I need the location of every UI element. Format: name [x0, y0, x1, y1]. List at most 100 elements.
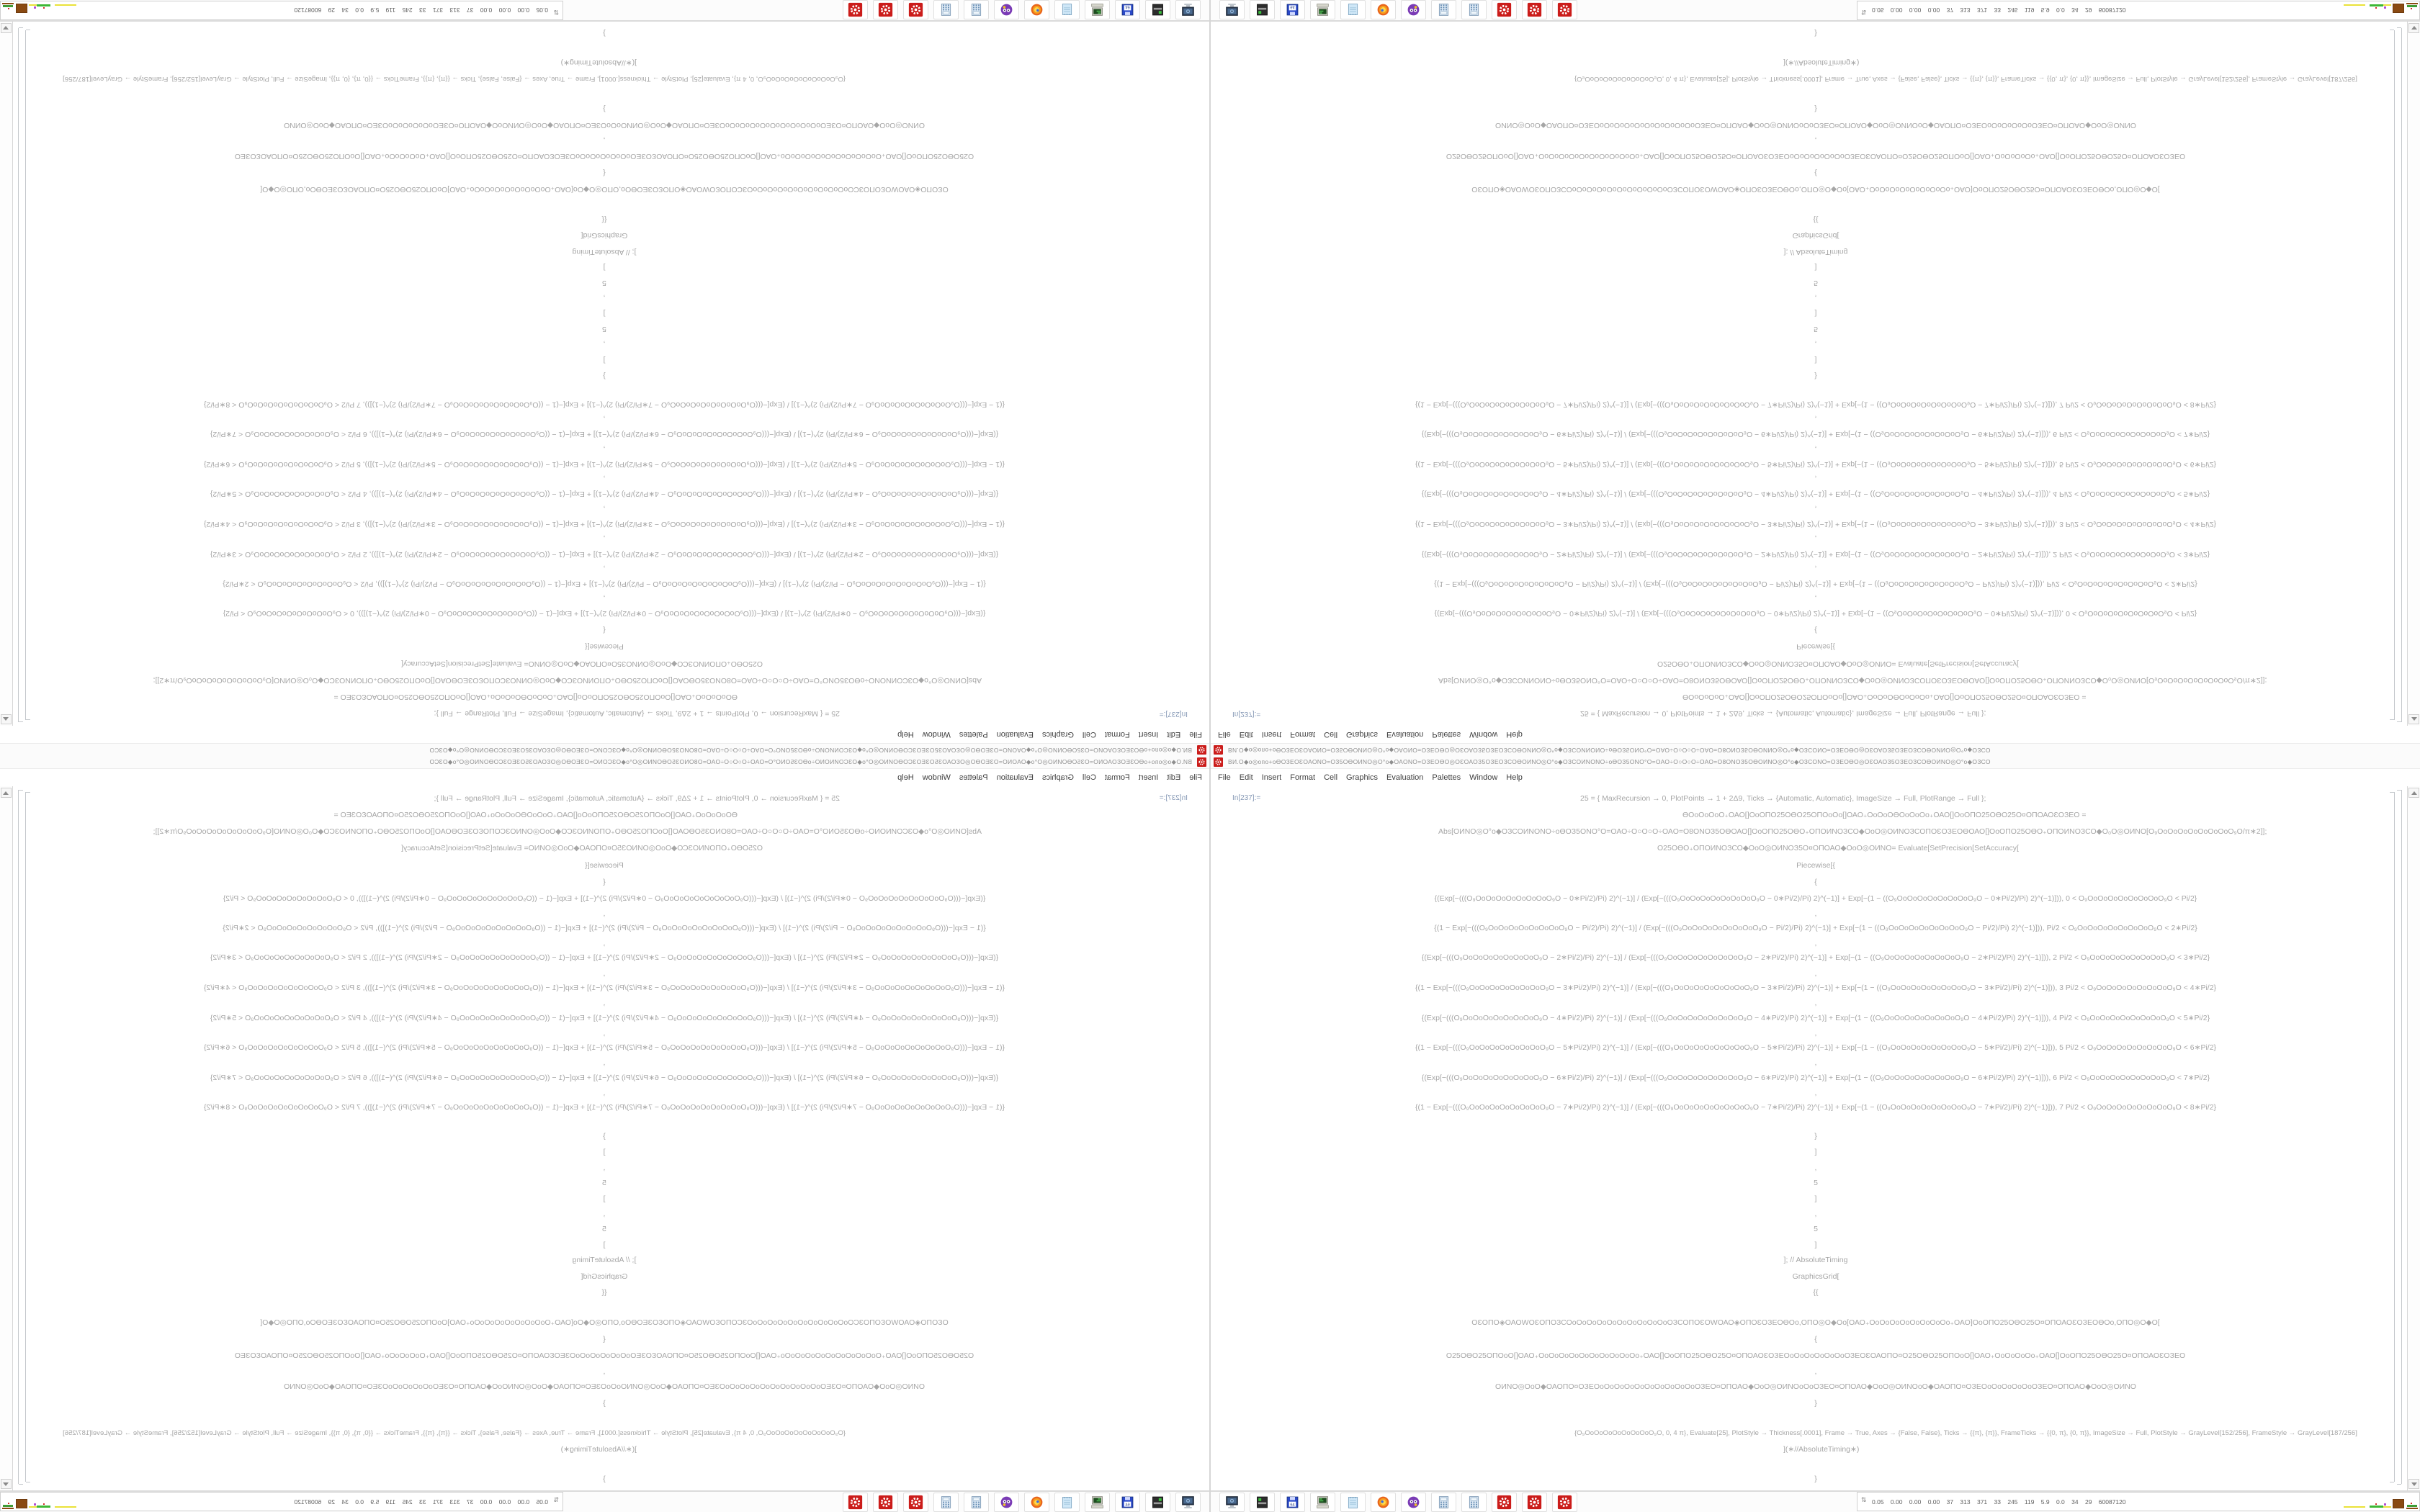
menu-file[interactable]: File [1218, 730, 1231, 739]
menu-graphics[interactable]: Graphics [1041, 773, 1074, 782]
taskbar-button-notepad[interactable] [1054, 1492, 1080, 1512]
menu-format[interactable]: Format [1104, 730, 1130, 739]
menu-graphics[interactable]: Graphics [1346, 773, 1379, 782]
taskbar-button-mathematica-1[interactable] [1492, 0, 1517, 20]
cell-bracket-inner[interactable] [2401, 28, 2402, 722]
window-titlebar[interactable]: ВИ.О◆о◎опо+оƟОЗЕОƐОАОNО=ОЗ5ОƟОИNО◎О°о◆ОА… [0, 743, 1209, 756]
menu-evaluation[interactable]: Evaluation [996, 730, 1034, 739]
menu-file[interactable]: File [1189, 730, 1202, 739]
menu-palettes[interactable]: Palettes [959, 730, 988, 739]
scroll-up-button[interactable] [2408, 714, 2419, 724]
taskbar-button-mathematica-3[interactable] [1552, 1492, 1577, 1512]
menu-window[interactable]: Window [1469, 730, 1498, 739]
taskbar-button-retro-computer[interactable] [1310, 0, 1335, 20]
taskbar-button-firefox[interactable] [1024, 1492, 1049, 1512]
taskbar-button-mathematica-1[interactable] [1492, 1492, 1517, 1512]
menu-palettes[interactable]: Palettes [1432, 773, 1461, 782]
menu-edit[interactable]: Edit [1239, 773, 1253, 782]
taskbar-button-mathematica-3[interactable] [843, 1492, 868, 1512]
menu-format[interactable]: Format [1290, 773, 1316, 782]
menu-insert[interactable]: Insert [1138, 730, 1159, 739]
window-titlebar[interactable]: ВИ.О◆о◎опо+оƟОЗЕОƐОАОNО=ОЗ5ОƟОИNО◎О°о◆ОА… [1211, 756, 2420, 769]
scroll-up-button[interactable] [1, 714, 12, 724]
taskbar-button-mathematica-1[interactable] [903, 1492, 928, 1512]
system-monitor-applet[interactable]: ⇅ 0.05 0.00 0.00 0.00 37 313 371 33 245 … [1857, 1, 2420, 20]
menu-window[interactable]: Window [922, 730, 951, 739]
cell-bracket-outer[interactable] [25, 30, 26, 720]
taskbar-button-mathematica-1[interactable] [903, 0, 928, 20]
taskbar-button-purple-owl-app[interactable] [1401, 1492, 1426, 1512]
vertical-scrollbar[interactable] [2407, 786, 2420, 1490]
taskbar-button-calculator-2[interactable] [1461, 0, 1487, 20]
window-titlebar[interactable]: ВИ.О◆о◎опо+оƟОЗЕОƐОАОNО=ОЗ5ОƟОИNО◎О°о◆ОА… [1211, 743, 2420, 756]
menu-edit[interactable]: Edit [1239, 730, 1253, 739]
taskbar-button-screenshot-tool[interactable] [1219, 0, 1245, 20]
menu-cell[interactable]: Cell [1082, 773, 1096, 782]
taskbar-button-notepad[interactable] [1340, 0, 1366, 20]
taskbar-button-retro-computer[interactable] [1310, 1492, 1335, 1512]
taskbar-button-mathematica-2[interactable] [1522, 1492, 1547, 1512]
menu-help[interactable]: Help [897, 773, 914, 782]
menu-evaluation[interactable]: Evaluation [1386, 730, 1424, 739]
system-monitor-applet[interactable]: ⇅ 0.05 0.00 0.00 0.00 37 313 371 33 245 … [0, 1, 563, 20]
taskbar-button-screenshot-tool[interactable] [1219, 1492, 1245, 1512]
taskbar-button-calculator[interactable] [1431, 1492, 1456, 1512]
taskbar-button-retro-computer[interactable] [1085, 0, 1110, 20]
taskbar-button-calculator-2[interactable] [1461, 1492, 1487, 1512]
taskbar-button-calculator[interactable] [1431, 0, 1456, 20]
menu-cell[interactable]: Cell [1324, 730, 1338, 739]
menu-format[interactable]: Format [1290, 730, 1316, 739]
taskbar-button-firefox[interactable] [1024, 0, 1049, 20]
taskbar-button-retro-computer[interactable] [1085, 1492, 1110, 1512]
vertical-scrollbar[interactable] [2407, 22, 2420, 726]
window-titlebar[interactable]: ВИ.О◆о◎опо+оƟОЗЕОƐОАОNО=ОЗ5ОƟОИNО◎О°о◆ОА… [0, 756, 1209, 769]
menu-cell[interactable]: Cell [1082, 730, 1096, 739]
menu-file[interactable]: File [1189, 773, 1202, 782]
menu-file[interactable]: File [1218, 773, 1231, 782]
cell-bracket-outer[interactable] [2394, 792, 2395, 1482]
cell-bracket-inner[interactable] [18, 28, 19, 722]
menu-help[interactable]: Help [1506, 773, 1523, 782]
scroll-up-button[interactable] [2408, 788, 2419, 798]
menu-window[interactable]: Window [1469, 773, 1498, 782]
cell-bracket-inner[interactable] [2401, 790, 2402, 1484]
taskbar-button-calculator-2[interactable] [933, 1492, 959, 1512]
system-monitor-applet[interactable]: ⇅ 0.05 0.00 0.00 0.00 37 313 371 33 245 … [0, 1492, 563, 1511]
cell-bracket-outer[interactable] [25, 792, 26, 1482]
taskbar-button-screenshot-tool[interactable] [1175, 1492, 1201, 1512]
taskbar-button-disk-drive[interactable] [1145, 0, 1170, 20]
taskbar-button-disk-drive[interactable] [1250, 0, 1275, 20]
scroll-down-button[interactable] [2408, 1479, 2419, 1489]
taskbar-button-mathematica-2[interactable] [873, 1492, 898, 1512]
taskbar-button-firefox[interactable] [1371, 0, 1396, 20]
taskbar-button-disk-drive[interactable] [1250, 1492, 1275, 1512]
taskbar-button-purple-owl-app[interactable] [1401, 0, 1426, 20]
taskbar-button-floppy-64[interactable]: 64 [1280, 1492, 1305, 1512]
scroll-down-button[interactable] [2408, 23, 2419, 33]
vertical-scrollbar[interactable] [0, 786, 13, 1490]
taskbar-button-mathematica-3[interactable] [1552, 0, 1577, 20]
menu-palettes[interactable]: Palettes [1432, 730, 1461, 739]
menu-edit[interactable]: Edit [1167, 730, 1181, 739]
cell-bracket-inner[interactable] [18, 790, 19, 1484]
taskbar-button-purple-owl-app[interactable] [994, 1492, 1019, 1512]
system-monitor-applet[interactable]: ⇅ 0.05 0.00 0.00 0.00 37 313 371 33 245 … [1857, 1492, 2420, 1511]
cell-bracket-outer[interactable] [2394, 30, 2395, 720]
menu-format[interactable]: Format [1104, 773, 1130, 782]
scroll-up-button[interactable] [1, 788, 12, 798]
scroll-down-button[interactable] [1, 23, 12, 33]
taskbar-button-notepad[interactable] [1340, 1492, 1366, 1512]
taskbar-button-floppy-64[interactable]: 64 [1115, 1492, 1140, 1512]
taskbar-button-floppy-64[interactable]: 64 [1115, 0, 1140, 20]
menu-edit[interactable]: Edit [1167, 773, 1181, 782]
taskbar-button-floppy-64[interactable]: 64 [1280, 0, 1305, 20]
vertical-scrollbar[interactable] [0, 22, 13, 726]
taskbar-button-calculator-2[interactable] [933, 0, 959, 20]
taskbar-button-disk-drive[interactable] [1145, 1492, 1170, 1512]
menu-insert[interactable]: Insert [1261, 773, 1282, 782]
taskbar-button-mathematica-2[interactable] [1522, 0, 1547, 20]
menu-cell[interactable]: Cell [1324, 773, 1338, 782]
taskbar-button-screenshot-tool[interactable] [1175, 0, 1201, 20]
menu-graphics[interactable]: Graphics [1346, 730, 1379, 739]
menu-help[interactable]: Help [897, 730, 914, 739]
